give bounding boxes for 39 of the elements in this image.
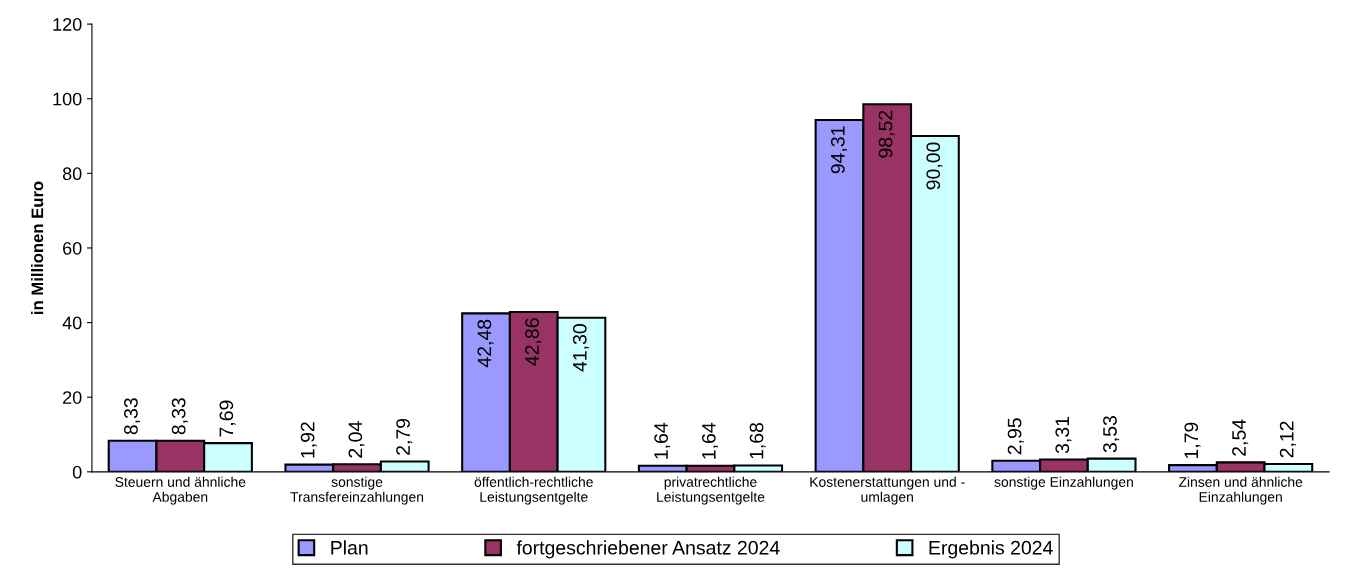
y-tick-label: 100	[53, 92, 82, 106]
x-tick-label: sonstige Transfereinzahlungen	[290, 476, 424, 505]
data-label: 98,52	[878, 110, 895, 158]
y-axis-title: in Millionen Euro	[31, 181, 44, 314]
x-tick-label: Steuern und ähnliche Abgaben	[115, 476, 246, 505]
data-label: 3,31	[1055, 416, 1072, 454]
legend-label: Plan	[331, 540, 368, 555]
x-tick-label: sonstige Einzahlungen	[994, 476, 1133, 490]
data-label: 1,64	[701, 422, 718, 459]
data-label: 1,92	[300, 422, 317, 458]
y-tick-label: 0	[72, 465, 82, 479]
legend-label: fortgeschriebener Ansatz 2024	[516, 540, 780, 559]
data-label: 41,30	[572, 324, 589, 372]
x-tick-label: privatrechtliche Leistungsentgelte	[657, 476, 765, 505]
y-tick-label: 120	[53, 18, 82, 31]
x-tick-label: Kostenerstattungen und - umlagen	[810, 476, 965, 505]
data-label: 2,04	[348, 421, 365, 458]
y-tick-label: 40	[62, 316, 82, 330]
data-label: 3,53	[1103, 416, 1120, 453]
data-label: 42,86	[525, 318, 542, 366]
data-label: 2,12	[1279, 421, 1296, 458]
data-label: 1,79	[1184, 422, 1201, 459]
data-label: 8,33	[124, 398, 141, 435]
y-tick-label: 60	[63, 241, 82, 255]
data-label: 42,48	[477, 319, 494, 368]
y-tick-label: 20	[63, 391, 82, 404]
data-label: 90,00	[926, 142, 943, 190]
y-tick-label: 80	[62, 167, 82, 181]
data-label: 2,95	[1007, 418, 1024, 455]
data-label: 94,31	[830, 126, 847, 174]
legend-label: Ergebnis 2024	[929, 540, 1053, 559]
data-label: 1,64	[654, 422, 671, 459]
x-tick-label: öffentlich-rechtliche Leistungsentgelte	[474, 476, 593, 505]
data-label: 8,33	[171, 398, 188, 435]
x-tick-label: Zinsen und ähnliche Einzahlungen	[1178, 476, 1303, 505]
data-label: 7,69	[219, 400, 236, 437]
data-label: 2,79	[396, 418, 413, 455]
data-label: 2,54	[1232, 419, 1249, 456]
data-label: 1,68	[749, 422, 766, 459]
